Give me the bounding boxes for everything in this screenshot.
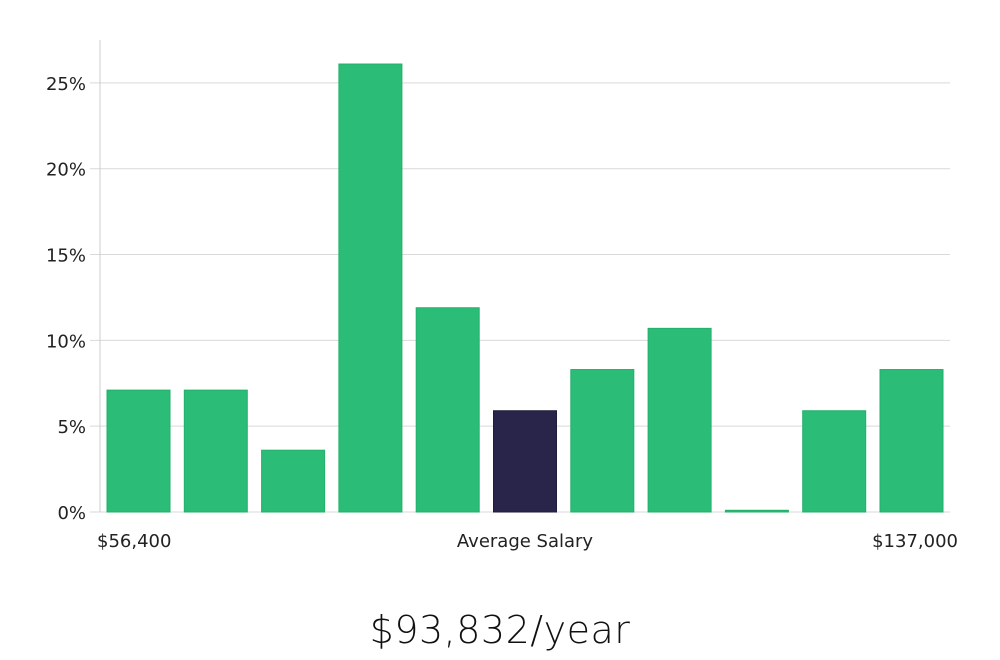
bar — [183, 389, 248, 513]
y-tick-label: 5% — [57, 417, 86, 438]
y-tick-label: 15% — [46, 246, 86, 267]
average-salary-headline: $93,832/year — [369, 608, 631, 652]
y-tick-label: 20% — [46, 160, 86, 181]
bar — [879, 369, 944, 513]
bar — [802, 410, 867, 513]
bars — [106, 63, 944, 513]
bar — [106, 389, 171, 513]
bar-highlighted — [493, 410, 557, 513]
bar — [724, 509, 789, 513]
x-axis-label: Average Salary — [457, 531, 594, 552]
bar — [261, 449, 326, 513]
bar — [338, 63, 403, 513]
bar — [415, 307, 480, 513]
bar — [647, 327, 712, 513]
x-max-label: $137,000 — [872, 531, 958, 552]
y-tick-label: 25% — [46, 74, 86, 95]
y-tick-labels: 0% 5% 10% 15% 20% 25% — [46, 74, 86, 524]
y-tick-label: 10% — [46, 331, 86, 352]
x-min-label: $56,400 — [97, 531, 171, 552]
bar — [570, 369, 635, 513]
y-tick-label: 0% — [57, 503, 86, 524]
salary-histogram: 0%5%10%15%20%25% $56,400 Average Salary … — [46, 40, 958, 552]
